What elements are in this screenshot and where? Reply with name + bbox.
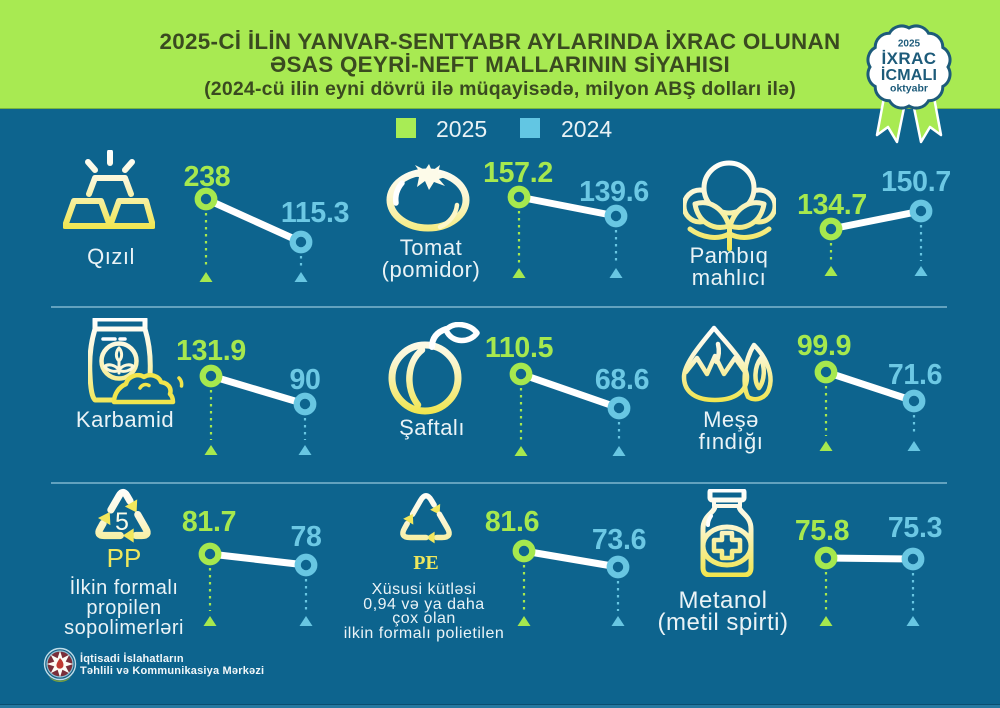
svg-text:PP: PP bbox=[107, 543, 142, 571]
svg-text:İXRAC: İXRAC bbox=[882, 49, 937, 68]
svg-text:2025: 2025 bbox=[898, 39, 921, 50]
svg-text:İCMALI: İCMALI bbox=[881, 66, 937, 84]
svg-text:oktyabr: oktyabr bbox=[890, 83, 928, 95]
svg-text:5: 5 bbox=[115, 508, 129, 536]
svg-text:PE: PE bbox=[413, 552, 439, 573]
